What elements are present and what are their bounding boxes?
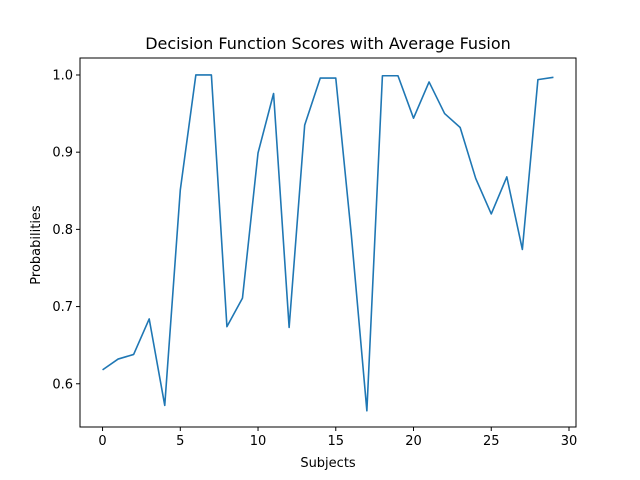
y-tick-label: 0.7 xyxy=(52,300,73,315)
y-tick-label: 0.8 xyxy=(52,223,73,238)
x-tick-label: 20 xyxy=(405,434,422,449)
plot-frame xyxy=(79,57,577,428)
series-line xyxy=(102,74,554,412)
y-axis-label: Probabilities xyxy=(29,205,44,285)
x-tick-label: 30 xyxy=(561,434,578,449)
series-layer xyxy=(102,74,554,412)
chart-title: Decision Function Scores with Average Fu… xyxy=(145,34,511,53)
x-tick-label: 25 xyxy=(483,434,500,449)
y-tick-label: 0.6 xyxy=(52,377,73,392)
y-tick-label: 1.0 xyxy=(52,68,73,83)
x-tick-label: 0 xyxy=(98,434,106,449)
y-tick-label: 0.9 xyxy=(52,146,73,161)
x-tick-label: 5 xyxy=(176,434,184,449)
x-axis-ticks: 0 5 10 15 20 25 30 xyxy=(98,427,577,449)
y-axis-ticks: 0.6 0.7 0.8 0.9 1.0 xyxy=(52,68,80,392)
x-tick-label: 15 xyxy=(328,434,345,449)
x-tick-label: 10 xyxy=(250,434,267,449)
x-axis-label: Subjects xyxy=(300,456,356,471)
